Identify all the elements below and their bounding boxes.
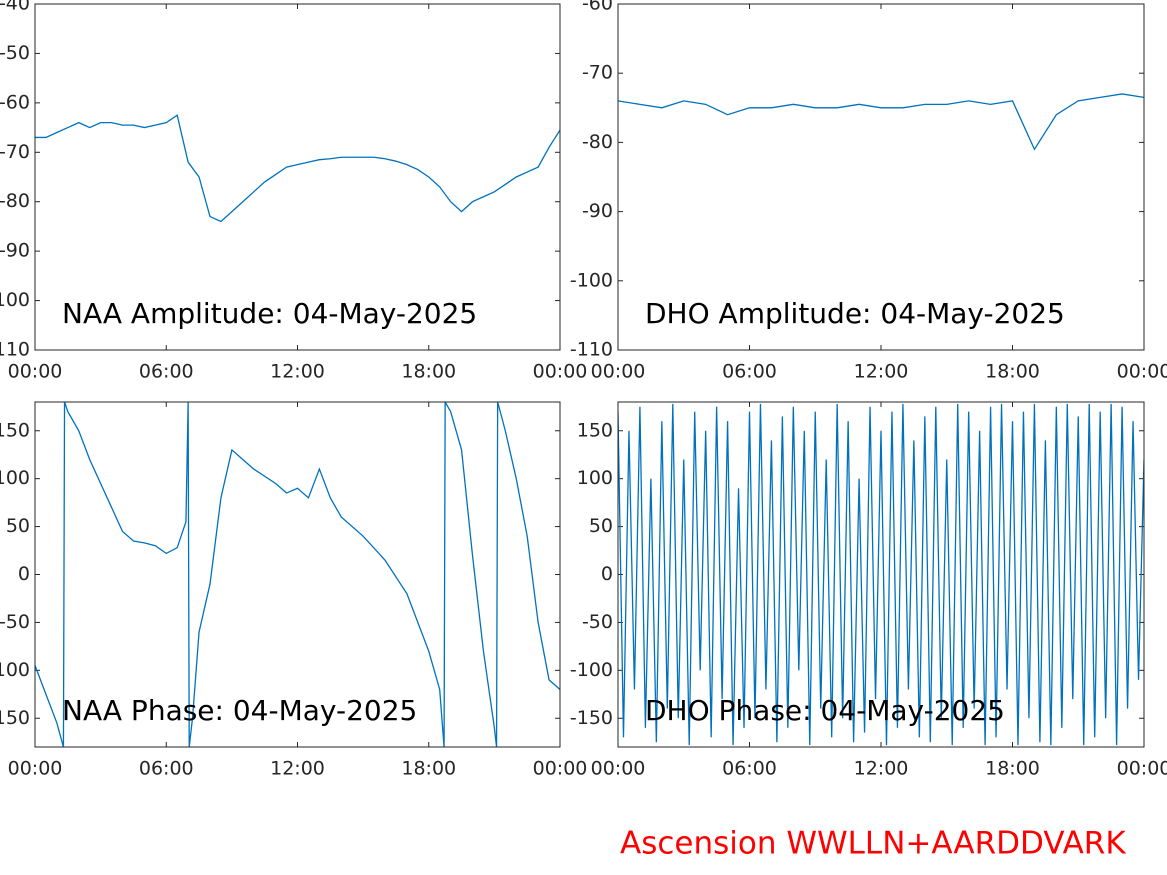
y-tick-label: 150 [577,419,613,441]
x-tick-label: 00:00 [591,361,646,383]
x-tick-label: 18:00 [985,758,1040,780]
y-tick-label: -80 [582,131,613,153]
data-line [35,402,560,747]
y-tick-label: 0 [18,563,30,585]
x-tick-label: 06:00 [139,758,194,780]
y-tick-label: -40 [0,0,30,15]
x-tick-label: 12:00 [270,758,325,780]
y-tick-label: -90 [0,240,30,262]
chart-title: NAA Phase: 04-May-2025 [62,694,417,727]
axes-box [34,401,561,748]
y-tick-label: 50 [6,515,30,537]
y-tick-label: -50 [0,42,30,64]
x-tick-label: 06:00 [722,361,777,383]
y-tick-label: -100 [0,289,30,311]
x-tick-label: 00:00 [533,758,588,780]
y-tick-label: -50 [582,611,613,633]
x-tick-label: 00:00 [533,361,588,383]
chart-title: DHO Amplitude: 04-May-2025 [645,297,1065,330]
y-tick-label: -50 [0,611,30,633]
chart-title: NAA Amplitude: 04-May-2025 [62,297,477,330]
y-tick-label: -60 [582,0,613,15]
axes-box [617,3,1145,351]
y-tick-label: -70 [582,62,613,84]
x-tick-label: 18:00 [985,361,1040,383]
y-tick-label: -100 [570,269,613,291]
y-tick-label: 150 [0,419,30,441]
x-tick-label: 18:00 [401,361,456,383]
y-tick-label: 0 [601,563,613,585]
x-tick-label: 00:00 [8,361,63,383]
x-tick-label: 12:00 [270,361,325,383]
y-tick-label: -70 [0,141,30,163]
x-tick-label: 00:00 [8,758,63,780]
y-tick-label: -90 [582,200,613,222]
x-tick-label: 12:00 [854,758,909,780]
y-tick-label: -60 [0,91,30,113]
axes-box [617,401,1145,748]
data-line [618,403,1144,746]
y-tick-label: -110 [0,339,30,361]
y-tick-label: -80 [0,190,30,212]
y-tick-label: -150 [0,707,30,729]
y-tick-label: -150 [570,707,613,729]
axes-box [34,3,561,351]
footer-text: Ascension WWLLN+AARDDVARK [620,826,1126,862]
y-tick-label: -110 [570,339,613,361]
x-tick-label: 06:00 [139,361,194,383]
x-tick-label: 12:00 [854,361,909,383]
y-tick-label: 100 [0,467,30,489]
data-line [618,93,1144,151]
y-tick-label: 50 [589,515,613,537]
data-line [35,114,560,223]
x-tick-label: 00:00 [591,758,646,780]
x-tick-label: 00:00 [1117,361,1167,383]
x-tick-label: 00:00 [1117,758,1167,780]
y-tick-label: -100 [0,659,30,681]
chart-title: DHO Phase: 04-May-2025 [645,694,1005,727]
x-tick-label: 18:00 [401,758,456,780]
x-tick-label: 06:00 [722,758,777,780]
y-tick-label: 100 [577,467,613,489]
y-tick-label: -100 [570,659,613,681]
